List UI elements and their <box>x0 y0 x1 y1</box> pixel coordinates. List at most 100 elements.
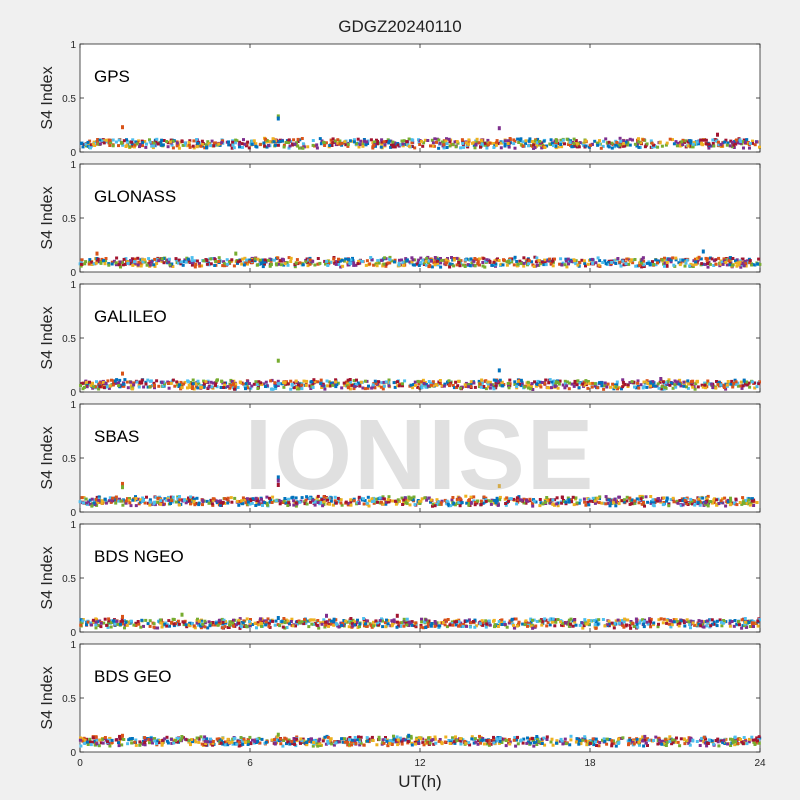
data-point <box>208 622 212 625</box>
data-point <box>295 622 299 626</box>
data-point <box>189 495 193 499</box>
data-point <box>242 261 246 265</box>
data-point <box>431 380 435 384</box>
data-point <box>451 736 454 740</box>
data-point <box>101 381 105 384</box>
data-point <box>304 384 308 387</box>
data-point <box>628 502 632 506</box>
data-point <box>384 264 388 268</box>
data-point <box>97 498 101 502</box>
data-point <box>643 504 646 508</box>
data-point <box>397 384 401 388</box>
data-point <box>362 497 365 501</box>
data-point <box>114 263 118 267</box>
data-point <box>625 623 628 627</box>
data-point <box>563 263 567 267</box>
data-point <box>295 258 299 262</box>
data-point <box>705 744 709 748</box>
data-point <box>510 260 514 264</box>
data-point <box>300 496 304 500</box>
data-point <box>442 143 446 147</box>
data-point <box>454 145 458 149</box>
y-tick-label: 0 <box>70 388 76 399</box>
data-point <box>141 141 145 145</box>
data-point <box>727 259 731 263</box>
data-point <box>437 502 441 506</box>
data-point <box>534 624 538 628</box>
data-point <box>451 258 455 262</box>
data-point <box>454 380 458 384</box>
data-point <box>372 620 375 624</box>
data-point <box>483 265 487 269</box>
data-point <box>630 498 634 502</box>
data-point <box>744 501 748 505</box>
data-point <box>273 623 277 627</box>
data-point <box>664 143 668 147</box>
data-point <box>298 146 301 150</box>
data-point <box>340 258 344 262</box>
data-point <box>626 383 630 387</box>
data-point <box>150 144 154 148</box>
data-point <box>228 386 232 390</box>
data-point <box>703 262 707 266</box>
data-point <box>315 623 319 627</box>
data-point <box>635 144 639 148</box>
data-point <box>298 621 301 625</box>
data-point <box>610 501 614 505</box>
data-point <box>586 380 590 383</box>
data-point <box>600 501 604 505</box>
data-point <box>277 498 281 502</box>
data-point <box>218 503 222 507</box>
data-point <box>353 385 357 389</box>
data-point <box>549 740 553 744</box>
data-point <box>433 260 437 264</box>
data-point <box>740 618 744 622</box>
data-point <box>134 738 138 742</box>
data-point <box>196 623 200 627</box>
data-point <box>377 623 381 627</box>
data-point <box>371 385 375 389</box>
data-point <box>610 742 614 746</box>
data-point <box>351 622 354 626</box>
data-point <box>404 621 408 625</box>
data-point <box>247 260 251 264</box>
data-point <box>451 623 455 627</box>
data-point <box>464 141 468 145</box>
data-point <box>548 257 552 261</box>
data-point <box>468 625 472 629</box>
data-point <box>171 378 175 382</box>
data-point <box>631 138 634 142</box>
data-point <box>300 137 304 140</box>
data-point <box>607 261 610 265</box>
data-point <box>170 621 173 625</box>
data-point <box>109 625 113 629</box>
data-point <box>588 382 592 386</box>
data-point <box>743 617 747 620</box>
data-point <box>159 502 163 506</box>
data-point <box>290 742 294 746</box>
data-point <box>731 257 735 260</box>
data-point <box>568 381 571 385</box>
data-point <box>486 380 490 384</box>
data-point <box>301 263 305 267</box>
data-point <box>596 386 600 390</box>
data-point <box>410 623 414 627</box>
data-point <box>411 258 415 262</box>
data-point <box>451 142 455 146</box>
data-point <box>136 263 140 267</box>
data-point <box>515 496 519 500</box>
data-point <box>574 623 578 627</box>
data-point <box>237 621 241 625</box>
data-point <box>719 142 723 146</box>
data-point <box>742 379 746 383</box>
data-point <box>729 382 733 386</box>
data-point <box>167 386 171 390</box>
data-point <box>496 737 500 741</box>
data-point <box>387 141 391 145</box>
data-point <box>559 257 563 261</box>
data-point <box>515 624 519 628</box>
data-point <box>735 622 739 626</box>
data-point <box>367 504 371 508</box>
data-point <box>168 624 171 628</box>
data-point <box>182 260 186 264</box>
